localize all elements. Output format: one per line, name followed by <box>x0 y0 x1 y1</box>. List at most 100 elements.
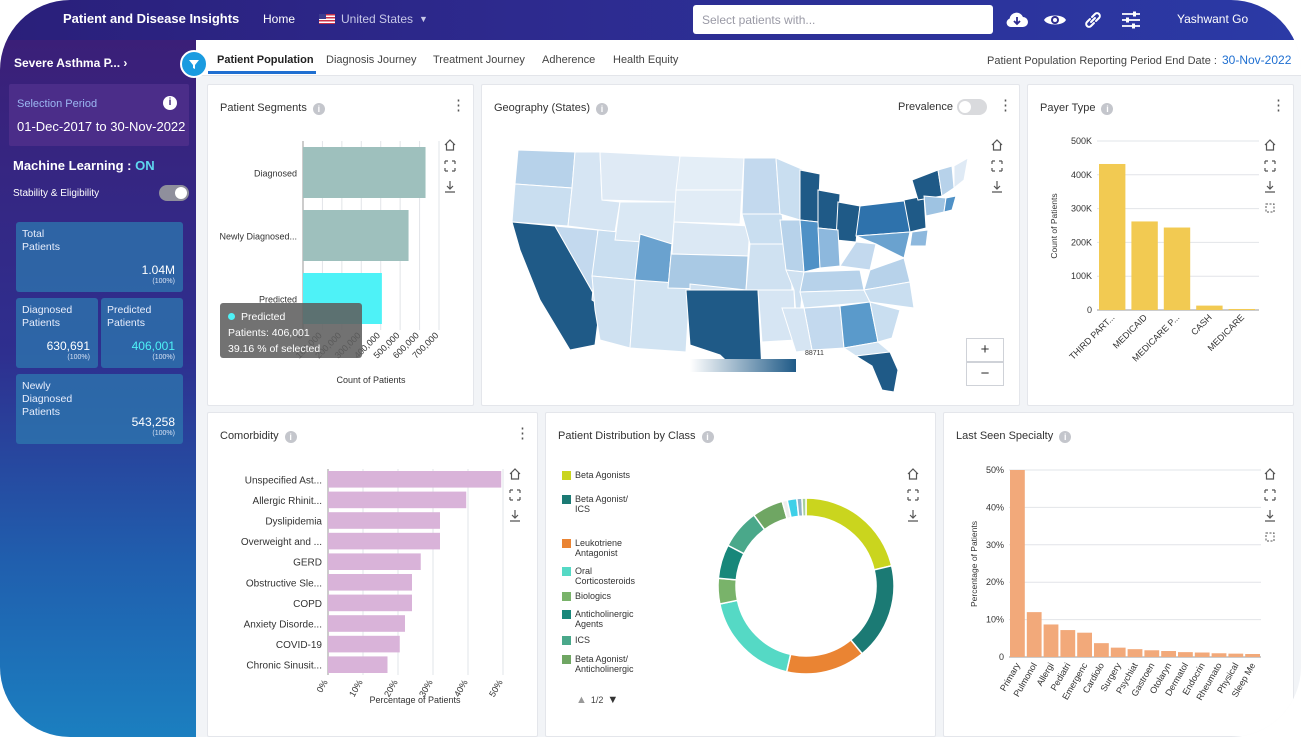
user-name[interactable]: Yashwant Go <box>1177 12 1249 26</box>
info-icon[interactable]: i <box>1101 103 1114 115</box>
download-icon[interactable] <box>1263 509 1277 523</box>
pager-next-icon[interactable]: ▼ <box>607 694 619 706</box>
download-icon[interactable] <box>443 180 457 194</box>
country-selector[interactable]: United States ▼ <box>319 12 428 26</box>
chart-toolbar <box>443 138 457 194</box>
pager-prev-icon[interactable]: ▲ <box>576 694 587 706</box>
legend-label: Leukotriene Antagonist <box>575 538 623 558</box>
more-options-icon[interactable]: ⋮ <box>998 97 1013 114</box>
tooltip-line: Patients: 406,001 <box>228 327 310 339</box>
legend-item[interactable]: Biologics <box>562 591 639 601</box>
home-icon[interactable] <box>1263 138 1277 152</box>
us-states-map[interactable] <box>500 140 970 395</box>
legend-item[interactable]: ICS <box>562 635 639 645</box>
download-icon[interactable] <box>1263 180 1277 194</box>
home-icon[interactable] <box>1263 467 1277 481</box>
cohort-selector[interactable]: Severe Asthma P... › <box>14 56 128 70</box>
donut-slice <box>785 638 864 675</box>
tab-diagnosis-journey[interactable]: Diagnosis Journey <box>326 54 417 66</box>
stability-label: Stability & Eligibility <box>13 188 100 199</box>
zoom-select-icon[interactable] <box>508 488 522 502</box>
total-patients-card[interactable]: Total Patients 1.04M (100%) <box>16 222 183 292</box>
search-input[interactable] <box>693 5 993 34</box>
category-label: Unspecified Ast... <box>245 475 322 486</box>
stat-value: 406,001 <box>131 339 175 353</box>
info-icon[interactable]: i <box>701 431 714 443</box>
legend-gradient <box>690 359 796 372</box>
stability-toggle[interactable] <box>159 185 189 201</box>
tooltip-series: Predicted <box>241 311 286 323</box>
more-options-icon[interactable]: ⋮ <box>1271 97 1286 114</box>
info-icon[interactable]: i <box>312 103 325 115</box>
bar <box>328 491 467 509</box>
filter-button[interactable] <box>180 50 208 78</box>
home-icon[interactable] <box>990 138 1004 152</box>
category-label: Predicted <box>259 295 297 305</box>
home-icon[interactable] <box>443 138 457 152</box>
bar <box>1094 643 1109 657</box>
legend-item[interactable]: Beta Agonist/ Anticholinergic <box>562 654 639 674</box>
prevalence-toggle[interactable] <box>957 99 987 115</box>
diagnosed-patients-card[interactable]: Diagnosed Patients 630,691 (100%) <box>16 298 98 368</box>
tab-patient-population[interactable]: Patient Population <box>217 54 314 66</box>
download-icon[interactable] <box>508 509 522 523</box>
legend-label: Anticholinergic Agents <box>575 609 634 629</box>
tab-health-equity[interactable]: Health Equity <box>613 54 679 66</box>
reset-icon[interactable] <box>1263 530 1277 544</box>
more-options-icon[interactable]: ⋮ <box>451 97 466 114</box>
bar <box>1077 632 1092 657</box>
prevalence-label: Prevalence <box>898 101 954 113</box>
download-icon[interactable] <box>906 509 920 523</box>
predicted-patients-card[interactable]: Predicted Patients 406,001 (100%) <box>101 298 183 368</box>
legend-item[interactable]: Leukotriene Antagonist <box>562 538 639 558</box>
download-icon[interactable] <box>990 180 1004 194</box>
y-tick-label: 0 <box>999 652 1004 662</box>
zoom-select-icon[interactable] <box>990 159 1004 173</box>
y-tick-label: 300K <box>1071 204 1092 214</box>
legend-item[interactable]: Oral Corticosteroids <box>562 566 639 586</box>
zoom-select-icon[interactable] <box>1263 159 1277 173</box>
stat-pct: (100%) <box>152 278 175 285</box>
bar <box>1178 652 1193 657</box>
x-tick-label: 0% <box>315 678 330 694</box>
x-axis-title: Percentage of Patients <box>369 695 461 705</box>
link-icon[interactable] <box>1080 8 1106 32</box>
reset-icon[interactable] <box>1263 201 1277 215</box>
info-icon[interactable]: i <box>163 96 177 110</box>
zoom-select-icon[interactable] <box>1263 488 1277 502</box>
last-seen-specialty-card: Last Seen Specialty i <box>943 412 1294 737</box>
bar <box>303 147 426 198</box>
tab-treatment-journey[interactable]: Treatment Journey <box>433 54 525 66</box>
info-icon[interactable]: i <box>284 431 297 443</box>
more-options-icon[interactable]: ⋮ <box>515 425 530 442</box>
y-tick-label: 400K <box>1071 170 1092 180</box>
bar <box>1127 649 1143 657</box>
country-label: United States <box>341 12 414 26</box>
y-tick-label: 500K <box>1071 136 1092 146</box>
zoom-select-icon[interactable] <box>906 488 920 502</box>
us-flag-icon <box>319 14 335 24</box>
bar <box>328 574 412 591</box>
legend-item[interactable]: Anticholinergic Agents <box>562 609 639 629</box>
legend-item[interactable]: Beta Agonists <box>562 470 639 480</box>
legend-item[interactable]: Beta Agonist/ ICS <box>562 494 639 514</box>
legend-pager: ▲ 1/2 ▼ <box>576 694 618 706</box>
info-icon[interactable]: i <box>596 103 608 115</box>
eye-icon[interactable] <box>1042 8 1068 32</box>
info-icon[interactable]: i <box>1059 431 1072 443</box>
tab-adherence[interactable]: Adherence <box>542 54 596 66</box>
newly-diagnosed-card[interactable]: Newly Diagnosed Patients 543,258 (100%) <box>16 374 183 444</box>
zoom-out-button[interactable]: − <box>966 362 1004 386</box>
y-tick-label: 200K <box>1071 237 1092 247</box>
cloud-download-icon[interactable] <box>1004 8 1030 32</box>
home-icon[interactable] <box>906 467 920 481</box>
sliders-icon[interactable] <box>1118 8 1144 32</box>
chart-toolbar <box>906 467 920 523</box>
zoom-select-icon[interactable] <box>443 159 457 173</box>
bar <box>328 656 388 673</box>
x-tick-label: CASH <box>1189 312 1214 337</box>
home-icon[interactable] <box>508 467 522 481</box>
bar <box>328 532 440 550</box>
home-link[interactable]: Home <box>263 12 296 26</box>
zoom-in-button[interactable]: + <box>966 338 1004 362</box>
